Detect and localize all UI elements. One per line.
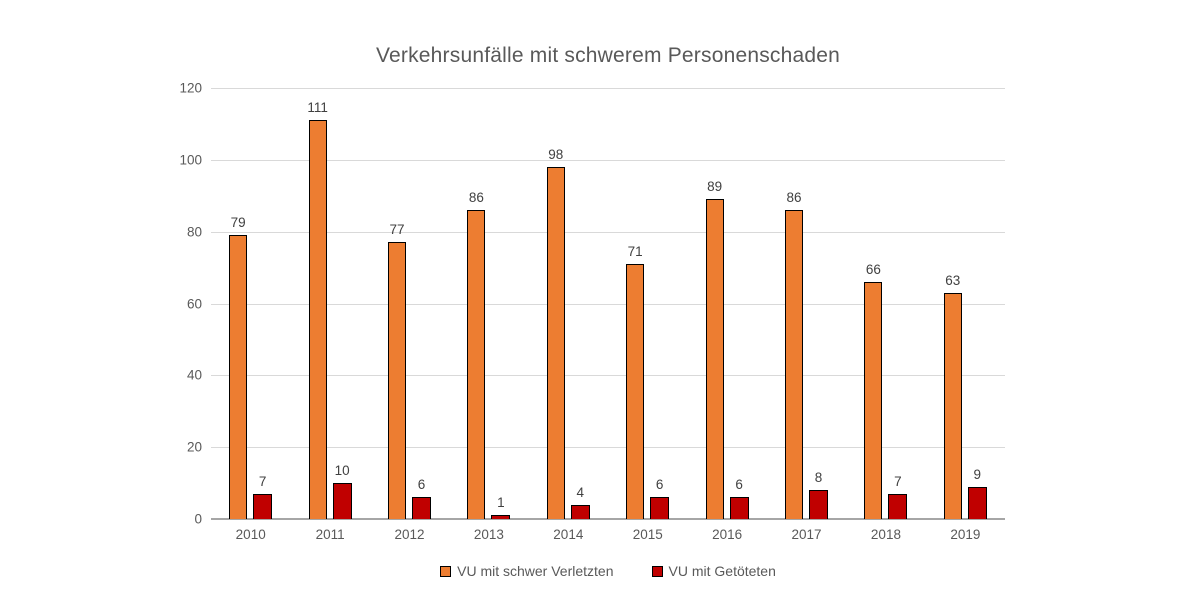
legend-label: VU mit Getöteten: [668, 563, 776, 579]
gridline: [211, 88, 1005, 89]
gridline: [211, 159, 1005, 161]
bar-group-2010: 79 7: [211, 88, 290, 519]
data-label: 6: [417, 477, 426, 493]
x-axis-tick-label: 2011: [315, 527, 345, 542]
legend: VU mit schwer Verletzten VU mit Getöteten: [211, 563, 1005, 579]
x-axis-tick-label: 2013: [473, 527, 504, 542]
gridline: [211, 447, 1005, 449]
legend-marker-icon: [440, 565, 452, 577]
x-axis-tick-label: 2019: [950, 527, 981, 542]
y-axis-tick-label: 0: [194, 511, 202, 527]
bar-2011-series-1[interactable]: 10: [332, 463, 352, 519]
legend-label: VU mit schwer Verletzten: [457, 563, 614, 579]
data-label: 9: [973, 466, 982, 482]
chart-title: Verkehrsunfälle mit schwerem Personensch…: [375, 44, 841, 67]
bar-group-2013: 86 1: [449, 88, 528, 519]
bar-2014-series-0[interactable]: 98: [546, 147, 565, 519]
data-label: 89: [707, 179, 723, 195]
legend-item-0[interactable]: VU mit schwer Verletzten: [440, 563, 614, 579]
bar-2010-series-0[interactable]: 79: [229, 215, 248, 519]
legend-item-1[interactable]: VU mit Getöteten: [651, 563, 776, 579]
bar-2018-series-0[interactable]: 66: [864, 262, 883, 519]
data-label: 79: [230, 215, 246, 231]
data-label: 4: [576, 484, 585, 500]
bar-2013-series-1[interactable]: 1: [491, 495, 511, 519]
x-axis-tick-label: 2016: [712, 527, 743, 542]
y-axis-tick-label: 40: [186, 367, 202, 383]
bar-2011-series-0[interactable]: 111: [307, 100, 328, 519]
bar-2012-series-1[interactable]: 6: [411, 477, 431, 519]
gridline: [211, 303, 1005, 305]
data-label: 8: [814, 470, 823, 486]
gridline: [211, 231, 1005, 233]
bar-group-2019: 63 9: [926, 88, 1005, 519]
bar-2015-series-1[interactable]: 6: [650, 477, 670, 519]
data-label: 66: [865, 261, 881, 277]
bar-2014-series-1[interactable]: 4: [570, 485, 590, 519]
bar-2019-series-0[interactable]: 63: [943, 273, 962, 519]
bar-group-2016: 89 6: [687, 88, 766, 519]
legend-marker-icon: [651, 565, 663, 577]
data-label: 86: [468, 190, 484, 206]
bar-group-2017: 86 8: [767, 88, 846, 519]
bar-2010-series-1[interactable]: 7: [253, 474, 273, 519]
bar-2017-series-0[interactable]: 86: [784, 190, 803, 519]
data-label: 10: [334, 463, 350, 479]
x-axis-tick-label: 2010: [235, 527, 266, 542]
y-axis-tick-label: 80: [186, 224, 202, 240]
x-axis-tick-label: 2017: [791, 527, 822, 542]
x-axis: 2010 2011 2012 2013 2014 2015 2016 2017 2018 2019: [211, 527, 1005, 547]
x-axis-tick-label: 2012: [394, 527, 425, 542]
bar-2012-series-0[interactable]: 77: [387, 222, 406, 519]
bar-2013-series-0[interactable]: 86: [467, 190, 486, 519]
data-label: 7: [258, 473, 267, 489]
data-label: 63: [945, 272, 961, 288]
y-axis: 0 20 40 60 80 100 120: [150, 81, 202, 527]
bar-2017-series-1[interactable]: 8: [808, 470, 828, 519]
y-axis-tick-label: 20: [186, 439, 202, 455]
x-axis-tick-label: 2018: [870, 527, 901, 542]
data-label: 86: [786, 190, 802, 206]
x-axis-tick-label: 2014: [553, 527, 584, 542]
data-label: 111: [307, 100, 328, 116]
bar-group-2011: 111 10: [290, 88, 369, 519]
bar-2015-series-0[interactable]: 71: [626, 244, 645, 519]
gridline: [211, 375, 1005, 377]
data-label: 7: [894, 473, 902, 489]
x-axis-tick-label: 2015: [632, 527, 663, 542]
plot-area: 79 7 111 10 77 6 86 1 98 4 71 6 89 6 86 8 66 7 63 9: [211, 88, 1005, 520]
bar-2018-series-1[interactable]: 7: [888, 474, 908, 519]
bar-group-2015: 71 6: [608, 88, 687, 519]
bar-group-2014: 98 4: [529, 88, 608, 519]
data-label: 1: [497, 495, 505, 511]
data-label: 71: [627, 244, 643, 259]
bar-group-2018: 66 7: [846, 88, 925, 519]
data-label: 77: [389, 222, 405, 238]
x-axis-line: [211, 518, 1005, 520]
bar-group-2012: 77 6: [370, 88, 449, 519]
data-label: 6: [735, 477, 743, 493]
data-label: 98: [548, 147, 564, 163]
y-axis-tick-label: 100: [179, 152, 202, 168]
bar-2016-series-1[interactable]: 6: [729, 477, 749, 519]
y-axis-tick-label: 120: [179, 80, 202, 96]
data-label: 6: [655, 477, 664, 493]
y-axis-tick-label: 60: [186, 296, 202, 311]
bar-2019-series-1[interactable]: 9: [967, 467, 987, 519]
bar-2016-series-0[interactable]: 89: [705, 179, 724, 519]
